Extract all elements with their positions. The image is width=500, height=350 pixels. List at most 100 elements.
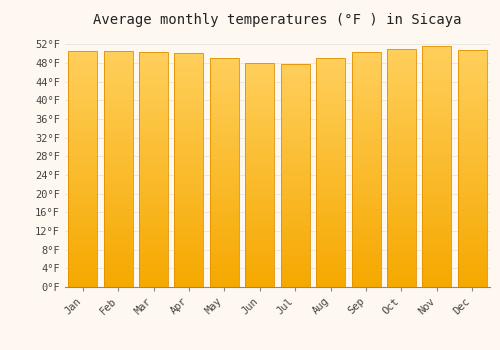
Bar <box>104 82 132 84</box>
Bar <box>174 196 204 198</box>
Bar <box>316 77 345 79</box>
Bar <box>387 70 416 73</box>
Bar <box>280 191 310 193</box>
Bar <box>458 259 487 261</box>
Bar <box>104 259 132 261</box>
Bar <box>104 273 132 275</box>
Bar <box>139 146 168 148</box>
Bar <box>458 195 487 197</box>
Bar <box>139 214 168 216</box>
Bar <box>316 191 345 193</box>
Bar <box>174 56 204 58</box>
Bar <box>174 112 204 114</box>
Bar <box>68 240 97 242</box>
Bar <box>280 138 310 140</box>
Bar <box>104 230 132 233</box>
Bar <box>387 132 416 135</box>
Bar <box>246 105 274 107</box>
Bar <box>139 264 168 266</box>
Bar <box>139 64 168 66</box>
Bar <box>316 108 345 111</box>
Bar <box>422 224 452 227</box>
Bar <box>210 214 239 216</box>
Bar <box>316 81 345 84</box>
Bar <box>316 273 345 275</box>
Bar <box>139 167 168 169</box>
Bar <box>139 183 168 186</box>
Bar <box>246 90 274 92</box>
Bar <box>210 271 239 273</box>
Bar <box>210 70 239 72</box>
Bar <box>174 98 204 100</box>
Bar <box>280 218 310 220</box>
Bar <box>280 231 310 233</box>
Bar <box>352 90 380 92</box>
Bar <box>139 188 168 190</box>
Bar <box>422 229 452 232</box>
Bar <box>422 152 452 155</box>
Bar <box>246 121 274 123</box>
Bar <box>246 265 274 267</box>
Bar <box>104 72 132 75</box>
Bar <box>104 105 132 107</box>
Bar <box>280 158 310 160</box>
Bar <box>458 74 487 76</box>
Bar <box>104 228 132 230</box>
Bar <box>280 120 310 122</box>
Bar <box>68 77 97 79</box>
Bar <box>458 230 487 233</box>
Bar <box>422 176 452 178</box>
Bar <box>422 70 452 73</box>
Bar <box>458 121 487 124</box>
Bar <box>246 222 274 224</box>
Bar <box>104 249 132 252</box>
Bar <box>246 87 274 90</box>
Bar <box>210 282 239 285</box>
Bar <box>174 243 204 245</box>
Bar <box>352 282 380 285</box>
Bar <box>280 79 310 82</box>
Bar <box>458 133 487 135</box>
Bar <box>387 90 416 92</box>
Bar <box>68 68 97 70</box>
Bar <box>139 207 168 209</box>
Bar <box>246 260 274 262</box>
Bar <box>422 159 452 162</box>
Bar <box>139 235 168 238</box>
Bar <box>316 65 345 68</box>
Bar <box>280 66 310 68</box>
Bar <box>387 137 416 139</box>
Bar <box>458 252 487 254</box>
Bar <box>458 171 487 174</box>
Bar <box>422 65 452 68</box>
Bar <box>246 182 274 184</box>
Bar <box>422 155 452 157</box>
Bar <box>280 225 310 227</box>
Bar <box>68 87 97 89</box>
Bar <box>139 268 168 271</box>
Bar <box>422 275 452 277</box>
Bar <box>352 56 380 59</box>
Bar <box>422 80 452 82</box>
Bar <box>104 221 132 223</box>
Bar <box>422 205 452 208</box>
Bar <box>352 268 380 271</box>
Bar <box>174 240 204 243</box>
Bar <box>280 84 310 86</box>
Bar <box>352 275 380 278</box>
Bar <box>458 91 487 93</box>
Bar <box>210 253 239 255</box>
Bar <box>280 276 310 278</box>
Bar <box>316 70 345 72</box>
Bar <box>352 52 380 54</box>
Bar <box>68 160 97 162</box>
Bar <box>316 182 345 184</box>
Bar <box>246 139 274 141</box>
Bar <box>458 218 487 221</box>
Bar <box>246 152 274 155</box>
Bar <box>352 120 380 122</box>
Bar <box>458 164 487 166</box>
Bar <box>68 101 97 103</box>
Bar <box>352 257 380 259</box>
Bar <box>68 256 97 259</box>
